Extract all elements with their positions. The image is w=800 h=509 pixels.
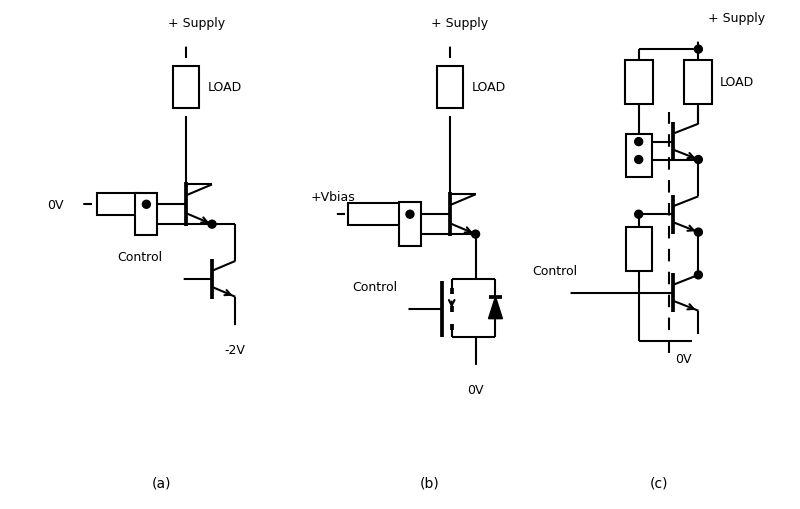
Bar bbox=[437, 67, 462, 108]
Text: -2V: -2V bbox=[225, 343, 246, 356]
Circle shape bbox=[634, 156, 642, 164]
Bar bbox=[626, 228, 652, 271]
Circle shape bbox=[172, 274, 182, 285]
Text: Control: Control bbox=[532, 265, 578, 278]
Circle shape bbox=[634, 138, 642, 146]
Text: 0V: 0V bbox=[46, 199, 63, 211]
Text: + Supply: + Supply bbox=[431, 17, 488, 30]
Bar bbox=[685, 61, 712, 105]
Text: (b): (b) bbox=[420, 476, 440, 490]
Bar bbox=[625, 61, 653, 105]
Text: Control: Control bbox=[117, 251, 162, 264]
Text: 0V: 0V bbox=[467, 383, 484, 396]
Circle shape bbox=[558, 288, 570, 299]
Circle shape bbox=[444, 36, 455, 46]
Text: (c): (c) bbox=[650, 476, 668, 490]
Circle shape bbox=[694, 46, 702, 54]
Text: Control: Control bbox=[352, 281, 398, 294]
Polygon shape bbox=[489, 297, 502, 319]
Circle shape bbox=[694, 271, 702, 279]
Circle shape bbox=[694, 229, 702, 237]
Circle shape bbox=[634, 211, 642, 219]
Circle shape bbox=[694, 156, 702, 164]
Circle shape bbox=[325, 209, 336, 220]
Circle shape bbox=[230, 326, 241, 337]
Text: +Vbias: +Vbias bbox=[310, 190, 355, 204]
Text: + Supply: + Supply bbox=[167, 17, 225, 30]
Circle shape bbox=[472, 231, 479, 239]
Circle shape bbox=[694, 337, 702, 345]
Bar bbox=[97, 194, 141, 216]
Circle shape bbox=[208, 221, 216, 229]
Circle shape bbox=[693, 335, 704, 346]
Text: LOAD: LOAD bbox=[472, 81, 506, 94]
Circle shape bbox=[397, 304, 407, 315]
Circle shape bbox=[470, 366, 481, 377]
Text: (a): (a) bbox=[151, 476, 171, 490]
Bar bbox=[174, 67, 199, 108]
Text: + Supply: + Supply bbox=[708, 12, 766, 25]
Bar bbox=[626, 134, 652, 178]
Bar bbox=[399, 203, 421, 246]
Circle shape bbox=[406, 211, 414, 219]
Text: 0V: 0V bbox=[675, 352, 692, 365]
Text: LOAD: LOAD bbox=[720, 76, 754, 89]
Circle shape bbox=[142, 201, 150, 209]
Circle shape bbox=[71, 200, 82, 210]
Bar bbox=[135, 194, 158, 236]
Text: LOAD: LOAD bbox=[208, 81, 242, 94]
Bar bbox=[348, 204, 400, 225]
Circle shape bbox=[693, 31, 704, 42]
Circle shape bbox=[181, 36, 192, 46]
